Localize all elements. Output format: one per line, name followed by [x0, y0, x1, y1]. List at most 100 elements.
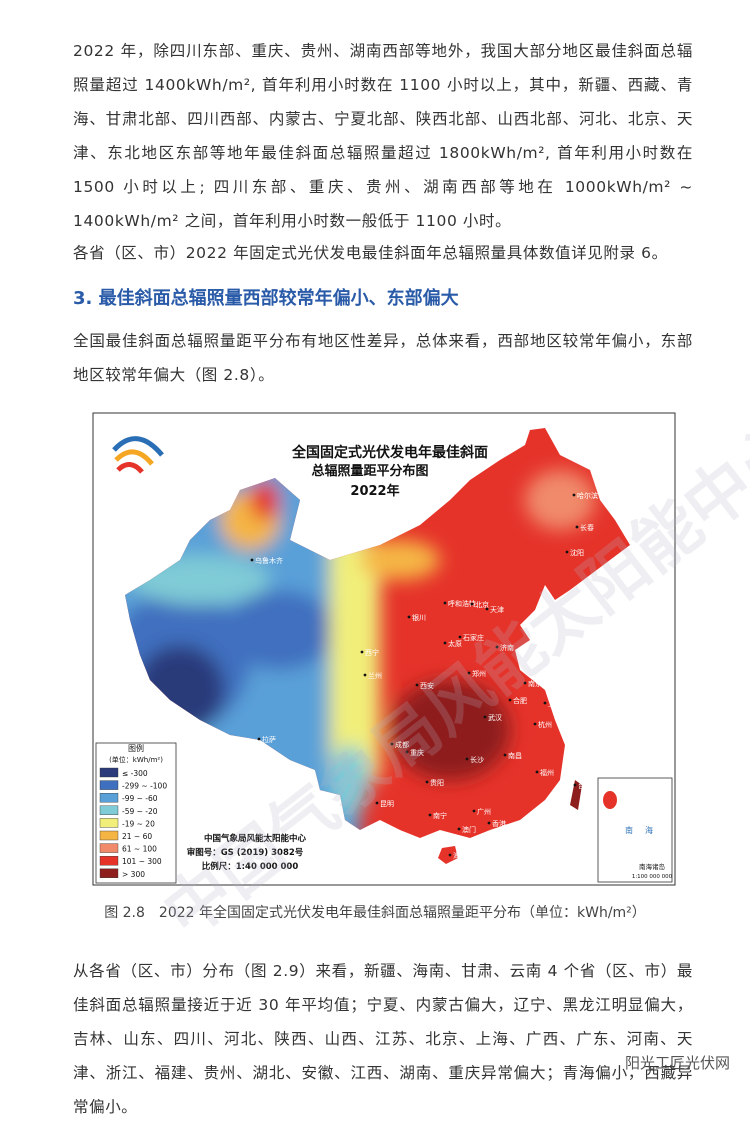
legend-swatch — [99, 856, 119, 866]
paragraph: 2022 年，除四川东部、重庆、贵州、湖南西部等地外，我国大部分地区最佳斜面总辐… — [73, 34, 693, 238]
city-dot — [428, 813, 432, 817]
city-dot — [535, 770, 539, 774]
taiwan — [570, 780, 582, 810]
credit: 审图号：GS (2019) 3082号 — [187, 847, 304, 858]
city-dot — [508, 698, 512, 702]
region — [390, 680, 510, 780]
city-dot — [390, 742, 394, 746]
city-dot — [533, 722, 537, 726]
city-label: 拉萨 — [262, 735, 276, 744]
city-label: 南昌 — [508, 751, 522, 760]
city-dot — [575, 525, 579, 529]
city-dot — [465, 757, 469, 761]
city-dot — [425, 780, 429, 784]
legend-swatch — [99, 868, 119, 878]
city-label: 福州 — [540, 768, 554, 777]
city-label: 贵阳 — [430, 778, 444, 787]
city-dot — [457, 827, 461, 831]
page: {"paragraphs":["2022 年，除四川东部、重庆、贵州、湖南西部等… — [73, 34, 750, 1116]
logo — [112, 436, 164, 474]
city-label: 上海 — [548, 699, 562, 708]
city-dot — [543, 701, 547, 705]
legend-title: 图例 — [128, 743, 144, 753]
city-label: 乌鲁木齐 — [255, 556, 283, 565]
city-dot — [573, 783, 577, 787]
inset-scale: 1:100 000 000 — [632, 874, 673, 880]
city-dot — [485, 607, 489, 611]
city-dot — [565, 550, 569, 554]
paragraph: 从各省（区、市）分布（图 2.9）来看，新疆、海南、甘肃、云南 4 个省（区、市… — [73, 962, 693, 1116]
city-label: 澳门 — [462, 825, 476, 834]
legend-swatch — [99, 767, 119, 778]
city-label: 台北 — [578, 781, 592, 790]
city-dot — [458, 635, 462, 639]
section-heading: 3. 最佳斜面总辐照量西部较常年偏小、东部偏大 — [73, 288, 459, 309]
inset-title: 南海诸岛 — [639, 862, 665, 871]
city-dot — [250, 558, 254, 562]
city-label: 长沙 — [470, 755, 484, 764]
city-label: 北京 — [475, 600, 489, 609]
city-label: 南宁 — [433, 811, 447, 820]
legend-label: -299 ~ -100 — [122, 782, 167, 791]
legend-swatch — [99, 818, 119, 828]
legend-swatch — [99, 780, 119, 790]
legend-label: -59 ~ -20 — [122, 807, 158, 816]
city-dot — [443, 641, 447, 645]
watermark: 阳光工匠光伏网 — [624, 1054, 730, 1072]
city-label: 成都 — [395, 740, 409, 749]
region — [225, 590, 335, 670]
hainan — [438, 846, 458, 864]
legend-label: -19 ~ 20 — [122, 819, 155, 828]
city-dot — [363, 673, 367, 677]
city-dot — [572, 493, 576, 497]
logo-arc — [112, 436, 164, 457]
city-label: 海口 — [453, 851, 467, 860]
region — [525, 470, 595, 530]
legend-swatch — [99, 793, 119, 803]
legend-label: 21 ~ 60 — [122, 832, 152, 841]
city-label: 沈阳 — [570, 548, 584, 557]
legend-label: 61 ~ 100 — [122, 845, 157, 854]
city-label: 哈尔滨 — [577, 491, 598, 500]
legend-label: -99 ~ -60 — [122, 794, 158, 803]
figure-caption: 图 2.8 2022 年全国固定式光伏发电年最佳斜面总辐照量距平分布（单位：kW… — [104, 905, 646, 921]
city-dot — [407, 615, 411, 619]
city-dot — [472, 809, 476, 813]
city-dot — [483, 715, 487, 719]
map-figure: 全国固定式光伏发电年最佳斜面 总辐照量距平分布图 2022年 图例 (单位：kW… — [92, 412, 676, 886]
map-title: 全国固定式光伏发电年最佳斜面 — [291, 444, 488, 461]
legend-label: ≤ -300 — [122, 769, 148, 778]
city-label: 郑州 — [472, 670, 486, 678]
map-title: 2022年 — [350, 483, 399, 499]
city-dot — [257, 737, 261, 741]
inset-sea: 海 — [645, 825, 653, 835]
city-label: 合肥 — [513, 696, 527, 705]
city-label: 重庆 — [410, 748, 424, 757]
city-label: 兰州 — [368, 671, 382, 680]
city-dot — [503, 753, 507, 757]
city-label: 广州 — [477, 807, 491, 816]
logo-arc — [114, 449, 154, 466]
city-dot — [487, 821, 491, 825]
city-label: 西宁 — [365, 648, 379, 657]
paragraph-text: 2022 年，除四川东部、重庆、贵州、湖南西部等地外，我国大部分地区最佳斜面总辐… — [73, 42, 693, 230]
inset-sea: 南 — [625, 825, 633, 835]
city-label: 济南 — [500, 643, 514, 652]
logo-arc — [116, 462, 144, 474]
legend-unit: (单位：kWh/m²) — [109, 755, 163, 764]
city-dot — [523, 681, 527, 685]
inset-island — [603, 791, 617, 809]
city-label: 昆明 — [380, 800, 394, 808]
region — [250, 480, 280, 520]
legend-swatch — [99, 805, 119, 815]
map-title: 总辐照量距平分布图 — [311, 463, 428, 479]
city-dot — [470, 602, 474, 606]
city-label: 南京 — [528, 679, 542, 688]
city-dot — [467, 671, 471, 675]
city-label: 武汉 — [488, 713, 502, 722]
city-label: 长春 — [580, 523, 594, 532]
city-label: 银川 — [412, 613, 426, 622]
city-label: 西安 — [420, 681, 434, 690]
region — [330, 540, 380, 780]
